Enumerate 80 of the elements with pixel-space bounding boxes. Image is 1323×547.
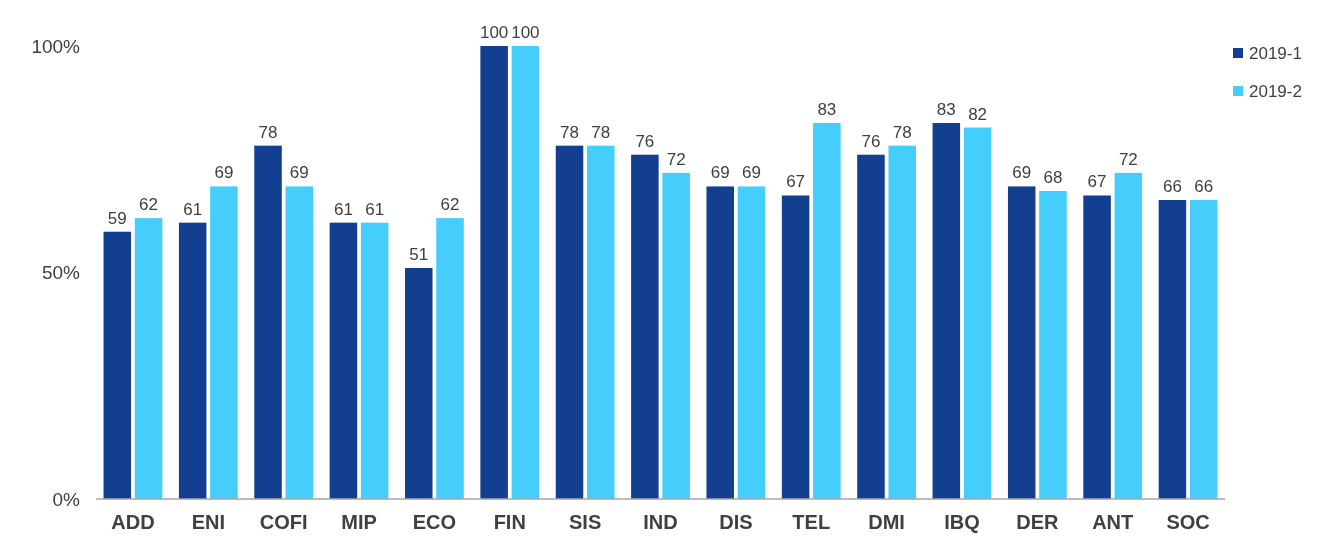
bar [555, 145, 584, 499]
bar [737, 186, 766, 499]
data-label: 68 [1043, 167, 1063, 187]
x-tick-label: DMI [868, 511, 905, 533]
data-label: 82 [968, 104, 988, 124]
x-tick-label: ANT [1092, 511, 1134, 533]
x-tick-label: IBQ [944, 511, 980, 533]
data-label: 69 [1012, 163, 1032, 183]
data-label: 78 [258, 122, 278, 142]
x-tick-label: MIP [341, 511, 377, 533]
bar [1114, 172, 1143, 499]
data-label: 67 [1087, 172, 1107, 192]
bar [1083, 195, 1111, 499]
data-label: 78 [560, 122, 579, 142]
bar [587, 145, 615, 499]
data-label: 66 [1194, 177, 1214, 197]
bar [662, 172, 690, 499]
data-label: 61 [333, 199, 353, 219]
bar [706, 186, 734, 499]
bar [1189, 200, 1218, 499]
y-tick-label: 0% [52, 488, 81, 510]
x-tick-label: IND [643, 511, 678, 533]
legend-label: 2019-1 [1249, 43, 1302, 63]
x-tick-label: ENI [191, 511, 225, 533]
data-label: 76 [635, 131, 655, 151]
bar [813, 123, 841, 499]
x-tick-label: TEL [792, 511, 831, 533]
bar [1158, 200, 1187, 499]
data-label: 62 [440, 195, 460, 215]
x-tick-label: ECO [412, 511, 457, 533]
x-tick-label: SIS [569, 511, 602, 533]
data-label: 69 [214, 163, 234, 183]
x-tick-label: DER [1016, 511, 1059, 533]
data-label: 78 [591, 122, 611, 142]
bar [329, 222, 358, 499]
bar [178, 222, 207, 499]
bar [857, 154, 885, 499]
bar [480, 46, 508, 499]
x-tick-label: DIS [719, 511, 753, 533]
x-tick-label: FIN [493, 511, 526, 533]
data-label: 72 [666, 149, 686, 169]
bar [103, 231, 132, 499]
bar [210, 186, 238, 499]
bar [888, 145, 916, 499]
data-label: 67 [786, 172, 806, 192]
bar [781, 195, 810, 499]
bar [1039, 190, 1067, 499]
bar [134, 218, 163, 499]
data-label: 51 [409, 244, 429, 264]
y-tick-label: 100% [31, 35, 81, 57]
data-label: 61 [365, 199, 385, 219]
bar [405, 267, 433, 499]
bar [511, 46, 540, 499]
bar [254, 145, 282, 499]
bar [1007, 186, 1036, 499]
data-label: 69 [710, 163, 730, 183]
data-label: 72 [1118, 149, 1138, 169]
data-label: 78 [892, 122, 912, 142]
bar [932, 123, 961, 499]
data-label: 83 [936, 100, 956, 120]
data-label: 66 [1162, 177, 1182, 197]
data-label: 69 [742, 163, 761, 183]
bar [436, 218, 464, 499]
data-label: 100 [511, 23, 540, 42]
data-label: 100 [479, 23, 509, 42]
x-tick-label: SOC [1166, 511, 1210, 533]
legend-label: 2019-2 [1249, 81, 1302, 101]
data-label: 76 [861, 131, 881, 151]
data-label: 59 [107, 208, 127, 228]
bar [631, 154, 659, 499]
bar [360, 222, 389, 499]
data-label: 62 [139, 195, 159, 215]
data-label: 61 [183, 199, 203, 219]
data-label: 69 [289, 163, 309, 183]
bar [285, 186, 314, 499]
x-tick-label: COFI [259, 511, 308, 533]
y-tick-label: 50% [41, 262, 81, 284]
x-tick-label: ADD [111, 511, 155, 533]
bar [963, 127, 992, 499]
data-label: 83 [817, 100, 837, 120]
